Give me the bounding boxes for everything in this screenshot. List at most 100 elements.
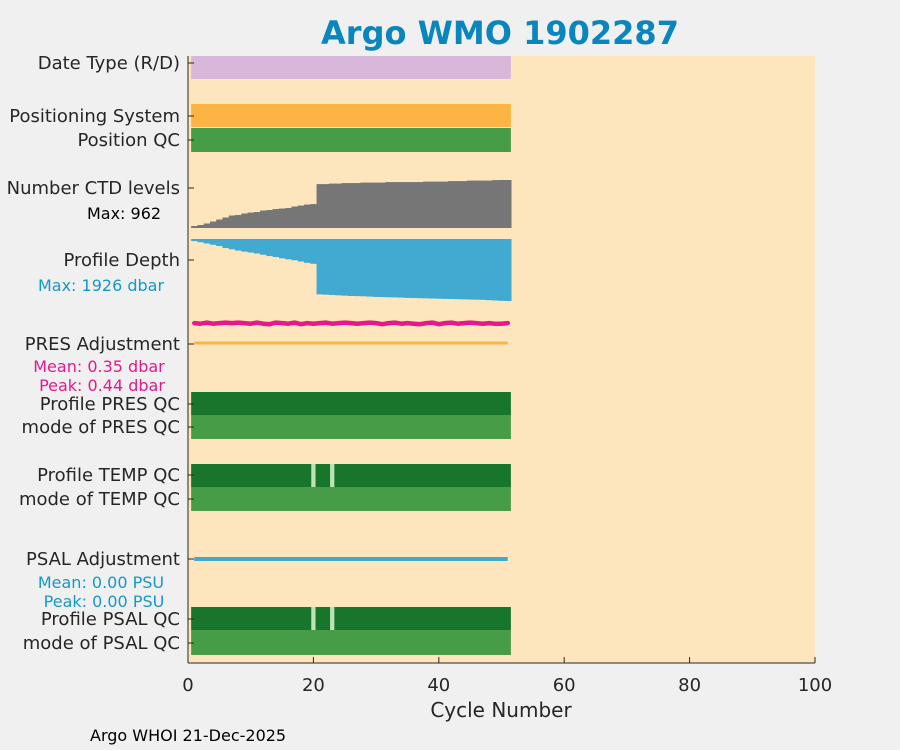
ctd-levels-bar-cycle-21: [316, 184, 324, 228]
profile-depth-bar-cycle-30: [372, 239, 380, 297]
ctd-levels-bar-cycle-17: [291, 206, 299, 228]
profile-depth-bar-cycle-9: [241, 239, 249, 252]
profile-depth-bar-cycle-6: [222, 239, 230, 249]
profile-depth-bar-cycle-37: [416, 239, 424, 299]
ctd-levels-bar-cycle-20: [310, 204, 318, 228]
row-label-mode-pres-qc: mode of PRES QC: [22, 417, 180, 438]
profile-depth-bar-cycle-32: [385, 239, 393, 298]
profile-depth-bar-cycle-2: [197, 239, 205, 243]
row-label-profile-temp-qc: Profile TEMP QC: [37, 465, 180, 486]
mode-temp-qc-bar: [191, 487, 511, 511]
profile-depth-bar-cycle-20: [310, 239, 318, 264]
profile-depth-bar-cycle-47: [479, 239, 487, 300]
profile-depth-bar-cycle-14: [272, 239, 280, 258]
profile-depth-bar-cycle-43: [454, 239, 462, 300]
ctd-levels-bar-cycle-41: [441, 181, 449, 228]
ctd-levels-bar-cycle-37: [416, 182, 424, 228]
ctd-levels-bar-cycle-46: [473, 180, 481, 228]
ctd-levels-bar-cycle-51: [504, 180, 512, 228]
ctd-levels-bar-cycle-32: [385, 182, 393, 228]
profile-depth-bar-cycle-35: [404, 239, 412, 298]
profile-depth-bar-cycle-12: [260, 239, 267, 255]
profile-depth-bar-cycle-27: [354, 239, 362, 297]
plot-area: [188, 56, 815, 663]
profile-depth-bar-cycle-28: [360, 239, 368, 297]
ctd-levels-bar-cycle-42: [448, 181, 456, 228]
ctd-levels-bar-cycle-39: [429, 181, 437, 228]
ctd-levels-bar-cycle-13: [266, 210, 274, 228]
note-pres-mean: Mean: 0.35 dbar: [33, 357, 165, 376]
profile-depth-bar-cycle-3: [203, 239, 211, 244]
ctd-levels-bar-cycle-16: [285, 208, 293, 228]
ctd-levels-bar-cycle-12: [260, 210, 267, 228]
ctd-levels-bar-cycle-7: [228, 215, 236, 228]
ctd-levels-bar-cycle-35: [404, 182, 412, 228]
profile-depth-bar-cycle-33: [391, 239, 399, 298]
positioning-system-bar: [191, 104, 511, 127]
note-ctd-max: Max: 962: [87, 204, 161, 223]
ctd-levels-bar-cycle-25: [341, 183, 349, 228]
ctd-levels-bar-cycle-33: [391, 182, 399, 228]
profile-depth-bar-cycle-19: [303, 239, 311, 263]
ctd-levels-bar-cycle-15: [278, 208, 286, 228]
profile-depth-bar-cycle-22: [322, 239, 330, 295]
profile-depth-bar-cycle-46: [473, 239, 481, 300]
profile-depth-bar-cycle-10: [247, 239, 255, 253]
profile-depth-bar-cycle-15: [278, 239, 286, 259]
ctd-levels-bar-cycle-31: [379, 182, 387, 228]
profile-depth-bar-cycle-18: [297, 239, 305, 262]
note-pres-peak: Peak: 0.44 dbar: [39, 376, 165, 395]
note-psal-peak: Peak: 0.00 PSU: [44, 592, 165, 611]
profile-depth-bar-cycle-39: [429, 239, 437, 299]
ctd-levels-bar-cycle-9: [241, 213, 249, 228]
profile-depth-bar-cycle-5: [216, 239, 224, 247]
profile-temp-qc-gap-cycle-20: [311, 464, 316, 487]
profile-depth-bar-cycle-38: [423, 239, 430, 299]
profile-depth-bar-cycle-13: [266, 239, 274, 257]
position-qc-bar: [191, 128, 511, 152]
profile-depth-bar-cycle-50: [498, 239, 506, 301]
x-tick-label-20: 20: [302, 675, 325, 696]
ctd-levels-bar-cycle-36: [410, 182, 418, 228]
profile-pres-qc-bar: [191, 392, 511, 415]
profile-depth-bar-cycle-36: [410, 239, 418, 299]
row-label-date-type: Date Type (R/D): [38, 53, 180, 74]
x-tick-label-80: 80: [678, 675, 701, 696]
ctd-levels-bar-cycle-50: [498, 180, 506, 228]
chart-title: Argo WMO 1902287: [321, 14, 679, 52]
ctd-levels-bar-cycle-49: [492, 180, 499, 228]
ctd-levels-bar-cycle-38: [423, 181, 430, 228]
profile-depth-bar-cycle-48: [485, 239, 493, 301]
profile-depth-bar-cycle-45: [467, 239, 474, 300]
profile-depth-bar-cycle-51: [504, 239, 512, 301]
profile-depth-bar-cycle-49: [492, 239, 499, 301]
note-depth-max: Max: 1926 dbar: [38, 276, 164, 295]
profile-psal-qc-gap-cycle-20: [311, 607, 316, 630]
ctd-levels-bar-cycle-29: [366, 182, 374, 228]
ctd-levels-bar-cycle-8: [235, 215, 242, 228]
row-label-profile-psal-qc: Profile PSAL QC: [41, 609, 180, 630]
row-label-pres-adjustment: PRES Adjustment: [25, 334, 180, 355]
ctd-levels-bar-cycle-23: [329, 183, 336, 228]
mode-pres-qc-bar: [191, 415, 511, 439]
ctd-levels-bar-cycle-45: [467, 180, 474, 228]
ctd-levels-bar-cycle-6: [222, 217, 230, 228]
ctd-levels-bar-cycle-44: [460, 181, 468, 228]
ctd-levels-bar-cycle-24: [335, 183, 343, 228]
ctd-levels-bar-cycle-14: [272, 209, 280, 228]
ctd-levels-bar-cycle-10: [247, 212, 255, 228]
profile-depth-bar-cycle-34: [398, 239, 405, 298]
ctd-levels-bar-cycle-1: [191, 226, 199, 228]
profile-depth-bar-cycle-1: [191, 239, 199, 242]
ctd-levels-bar-cycle-18: [297, 205, 305, 228]
profile-psal-qc-gap-cycle-23: [330, 607, 335, 630]
profile-depth-bar-cycle-41: [441, 239, 449, 299]
profile-depth-bar-cycle-40: [435, 239, 443, 299]
mode-psal-qc-bar: [191, 630, 511, 655]
ctd-levels-bar-cycle-19: [303, 204, 311, 228]
row-label-mode-psal-qc: mode of PSAL QC: [23, 633, 180, 654]
profile-depth-bar-cycle-7: [228, 239, 236, 250]
profile-psal-qc-bar: [191, 607, 511, 630]
profile-depth-bar-cycle-24: [335, 239, 343, 296]
